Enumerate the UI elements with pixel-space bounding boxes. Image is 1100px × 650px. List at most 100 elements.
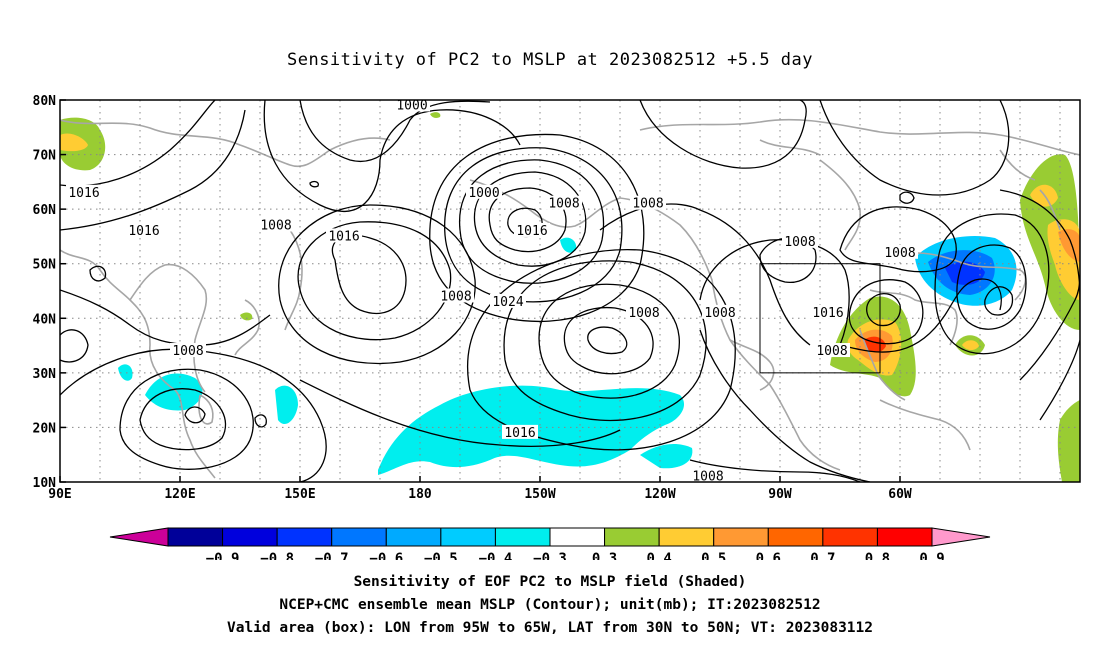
coastline: [619, 197, 841, 471]
contour-label: 1016: [328, 229, 359, 244]
coastline: [879, 399, 971, 451]
isobar: [459, 159, 604, 284]
isobar: [467, 248, 736, 451]
colorbar-label: −0.8: [260, 551, 294, 560]
isobar: [488, 187, 567, 253]
lat-tick-label: 60N: [33, 203, 57, 218]
isobar: [689, 459, 861, 482]
colorbar-label: 0.9: [919, 551, 944, 560]
coastline: [819, 159, 861, 251]
coastline: [999, 149, 1036, 181]
contour-label-bg: [466, 184, 502, 199]
lat-tick-label: 10N: [33, 476, 57, 491]
colorbar-swatch: [276, 527, 333, 547]
isobar: [139, 388, 227, 451]
isobar: [587, 326, 628, 355]
contour-label: 1008: [440, 289, 471, 304]
shade-negative: [145, 373, 203, 411]
colorbar: −0.9 −0.8 −0.7 −0.6 −0.5 −0.4 −0.3 0.3 0.4 0.5 0.6…: [109, 527, 991, 560]
contour-label-bg: [814, 343, 850, 358]
shade-negative: [275, 385, 298, 425]
contour-label-bg: [546, 195, 582, 210]
colorbar-label: −0.9: [206, 551, 240, 560]
coastline: [859, 329, 906, 401]
caption-valid-area: Valid area (box): LON from 95W to 65W, L…: [226, 620, 873, 636]
colorbar-label: 0.7: [810, 551, 835, 560]
isobar: [60, 289, 271, 346]
shade-positive: [962, 340, 979, 351]
lat-tick-label: 30N: [33, 367, 57, 382]
contour-label-bg: [394, 100, 430, 112]
contour-label: 1016: [68, 186, 99, 201]
isobar: [263, 100, 521, 212]
contour-label-bg: [438, 288, 474, 303]
contour-label: 1008: [784, 235, 815, 250]
colorbar-label: 0.6: [756, 551, 781, 560]
isobar: [119, 368, 254, 470]
colorbar-swatch: [822, 527, 878, 547]
contour-label: 1008: [628, 306, 659, 321]
colorbar-label: 0.5: [701, 551, 726, 560]
shade-positive: [240, 312, 253, 321]
isobar: [60, 329, 89, 363]
contour-label: 1016: [128, 224, 159, 239]
isobar: [299, 100, 491, 163]
contour-label: 1008: [816, 344, 847, 359]
coastline: [759, 139, 821, 156]
colorbar-label: 0.3: [592, 551, 617, 560]
colorbar-swatch: [713, 527, 769, 547]
contour-label: 1016: [516, 224, 547, 239]
isobar: [563, 306, 654, 375]
contour-label-bg: [258, 217, 294, 232]
lon-tick-label: 120E: [164, 487, 195, 502]
isobar: [699, 329, 871, 482]
shade-negative: [945, 261, 985, 285]
colorbar-label: −0.5: [424, 551, 458, 560]
contour-label-bg: [170, 343, 206, 358]
colorbar-label: 0.8: [865, 551, 890, 560]
contour-label: 1024: [492, 295, 523, 310]
contour-label: 1008: [884, 246, 915, 261]
isobar: [839, 206, 957, 273]
isobar: [866, 293, 901, 327]
coastline: [869, 289, 958, 346]
shade-positive: [430, 112, 441, 118]
colorbar-swatch: [604, 527, 660, 547]
lat-tick-label: 20N: [33, 421, 57, 436]
contour-label-bg: [690, 468, 726, 482]
shade-negative: [118, 364, 133, 381]
lat-tick-label: 50N: [33, 258, 57, 273]
coastline: [234, 299, 260, 356]
contour-label-bg: [326, 228, 362, 243]
lon-tick-label: 90E: [48, 487, 71, 502]
lon-tick-label: 150W: [524, 487, 555, 502]
coastline: [899, 252, 1027, 301]
lon-tick-label: 90W: [768, 487, 792, 502]
colorbar-low-triangle: [109, 527, 169, 547]
contour-label: 1016: [504, 426, 535, 441]
isobar: [473, 171, 587, 267]
colorbar-high-triangle: [931, 527, 991, 547]
colorbar-swatch: [549, 527, 606, 547]
colorbar-label: −0.4: [479, 551, 513, 560]
contour-label-bg: [126, 222, 162, 237]
isobar: [984, 286, 1014, 316]
isobar: [60, 348, 327, 482]
contour-label: 1000: [468, 186, 499, 201]
coastline: [1039, 189, 1061, 231]
isobar: [444, 147, 623, 303]
colorbar-swatch: [658, 527, 715, 547]
isobar: [956, 244, 1027, 330]
contour-label-bg: [782, 233, 818, 248]
shade-positive: [1057, 400, 1080, 482]
contour-label: 1008: [260, 219, 291, 234]
shade-negative: [640, 444, 693, 469]
coastline: [729, 339, 775, 391]
isobar: [934, 213, 1050, 355]
isobar: [309, 180, 320, 188]
isobar: [60, 109, 246, 231]
isobar: [254, 414, 267, 428]
contour-label-bg: [502, 424, 538, 439]
contour-label: 1008: [172, 344, 203, 359]
